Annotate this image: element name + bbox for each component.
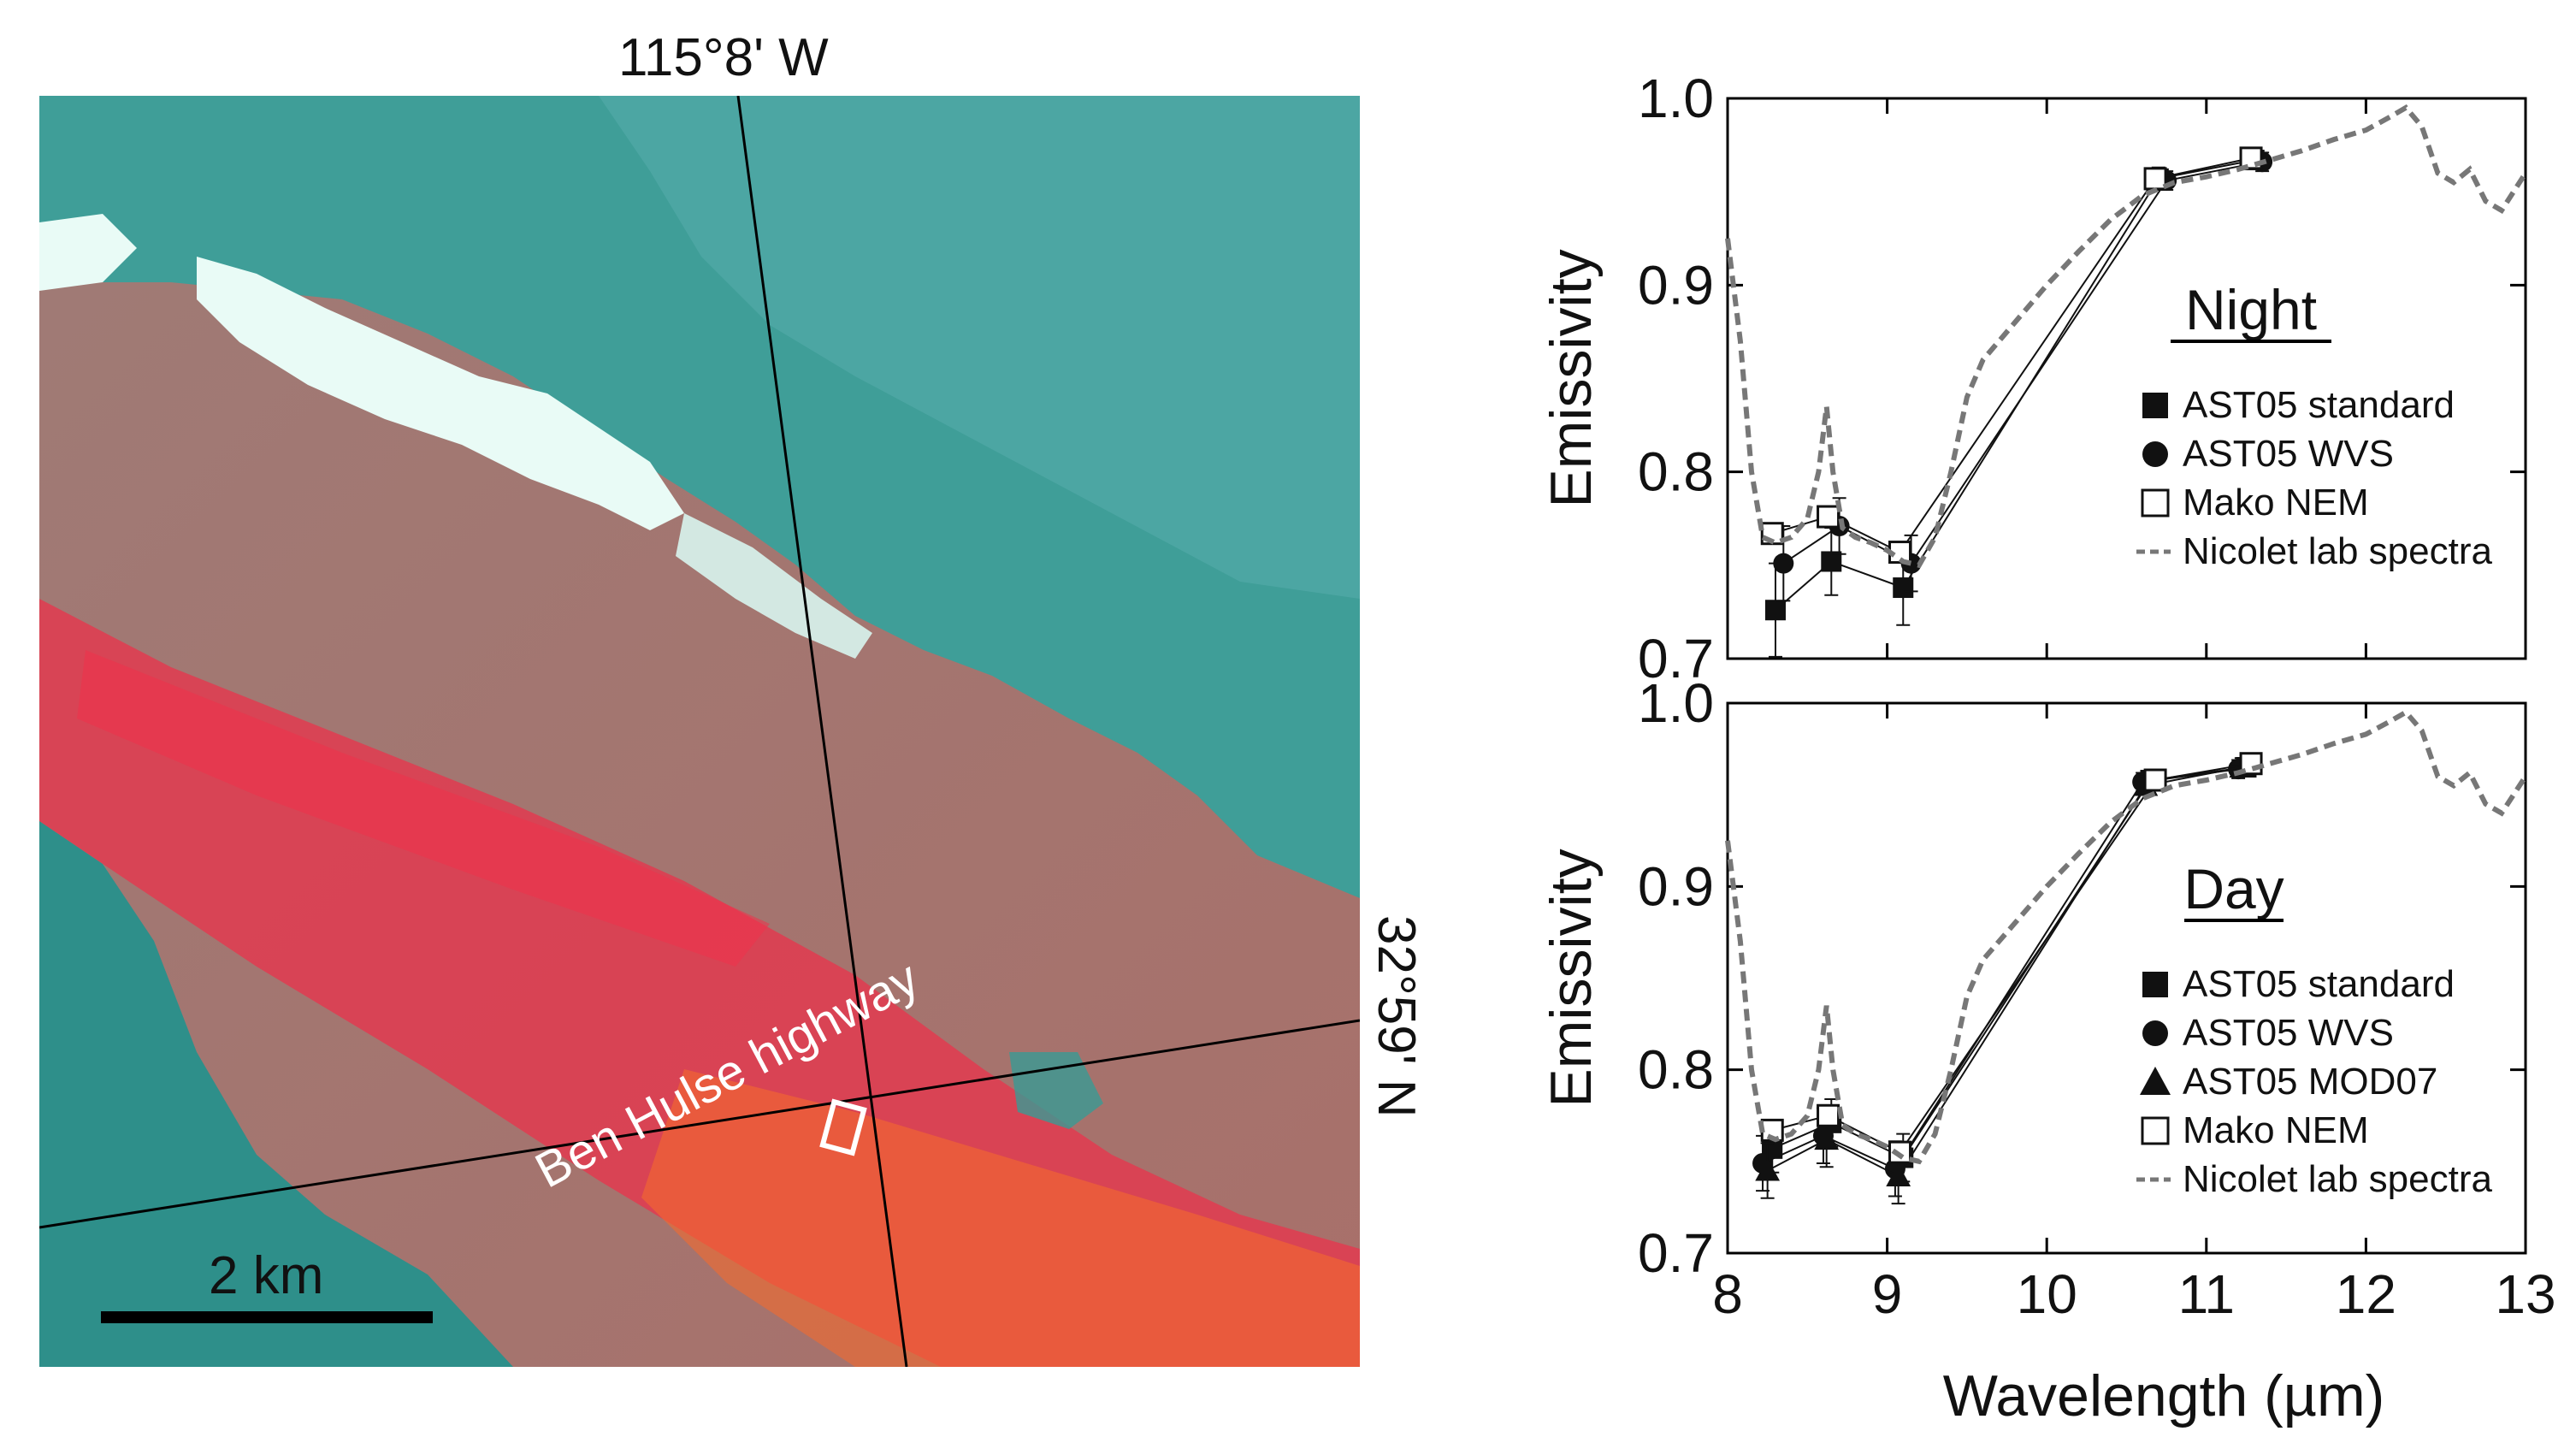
data-point-open-square — [2239, 752, 2263, 776]
x-tick-label: 12 — [2336, 1263, 2396, 1325]
data-point-square — [1764, 600, 1786, 621]
data-point-triangle — [1886, 1163, 1911, 1186]
series-line — [1771, 157, 2252, 553]
data-point-open-square — [1817, 505, 1840, 529]
y-axis-title: Emissivity — [1539, 849, 1604, 1107]
y-tick-label: 0.9 — [1638, 254, 1714, 316]
legend-label: Mako NEM — [2183, 1109, 2369, 1151]
chart-night: 0.7 0.8 0.9 1.0 Emissivity Night AST05 standar… — [1539, 68, 2528, 689]
x-tick-label: 13 — [2495, 1263, 2555, 1325]
nicolet-spectrum-line — [1725, 104, 2528, 569]
data-point-square — [1893, 577, 1914, 599]
x-tick-label: 10 — [2017, 1263, 2077, 1325]
longitude-line — [736, 96, 908, 1367]
latitude-label: 32°59' N — [1367, 915, 1426, 1118]
legend-marker-circle — [2142, 1020, 2168, 1046]
y-tick-label: 0.7 — [1638, 628, 1714, 689]
y-tick-label: 0.9 — [1638, 855, 1714, 917]
legend-marker-open-square — [2141, 1116, 2170, 1145]
legend-label: AST05 standard — [2183, 384, 2455, 426]
map-teal-edge — [39, 821, 513, 1367]
x-axis-title: Wavelength (µm) — [1943, 1363, 2385, 1428]
series-line — [1771, 762, 2252, 1154]
data-point-circle — [1773, 553, 1794, 574]
data-point-open-square — [2143, 768, 2167, 792]
legend-marker-square — [2142, 393, 2168, 418]
legend-marker-triangle — [2140, 1067, 2171, 1095]
panel-title: Day — [2183, 857, 2284, 920]
latitude-line — [39, 1019, 1360, 1229]
legend-marker-open-square — [2141, 488, 2170, 517]
study-site-marker — [819, 1098, 867, 1156]
data-point-open-square — [1817, 1103, 1840, 1127]
legend-marker-circle — [2142, 441, 2168, 467]
data-point-open-square — [2143, 167, 2167, 191]
satellite-map: Ben Hulse highway 2 km — [39, 96, 1360, 1367]
map-vegetation-light — [599, 96, 1360, 599]
x-tick-label: 11 — [2178, 1263, 2235, 1325]
panel-title: Night — [2185, 278, 2317, 341]
data-point-open-square — [1888, 541, 1912, 565]
map-red-streak — [77, 650, 770, 967]
legend-label: AST05 WVS — [2183, 1012, 2394, 1054]
data-point-open-square — [1888, 1140, 1912, 1164]
series-line — [1771, 766, 2247, 1159]
y-tick-label: 0.7 — [1638, 1222, 1714, 1284]
x-tick-label: 8 — [1712, 1263, 1743, 1325]
y-axis-title: Emissivity — [1539, 249, 1604, 507]
map-bright-ridge-2 — [676, 513, 872, 659]
y-tick-label: 1.0 — [1638, 672, 1714, 734]
map-bright-ridge — [39, 214, 684, 530]
legend-label: Nicolet lab spectra — [2183, 530, 2492, 572]
longitude-label: 115°8' W — [618, 28, 829, 87]
chart-day: 0.7 0.8 0.9 1.0 8 9 10 11 12 13 Emissivity Day AST05… — [1539, 672, 2556, 1325]
plot-frame — [1726, 97, 2527, 660]
data-point-triangle — [1814, 1127, 1840, 1150]
legend-label: AST05 WVS — [2183, 433, 2394, 475]
nicolet-spectrum-line — [1725, 708, 2528, 1165]
plot-frame — [1726, 701, 2527, 1255]
y-tick-label: 1.0 — [1638, 68, 1714, 129]
y-tick-label: 0.8 — [1638, 441, 1714, 503]
legend-label: AST05 standard — [2183, 963, 2455, 1005]
x-tick-label: 9 — [1872, 1263, 1903, 1325]
legend-label: AST05 MOD07 — [2183, 1061, 2437, 1103]
legend-label: Mako NEM — [2183, 482, 2369, 523]
scale-bar-label: 2 km — [209, 1246, 323, 1305]
data-point-triangle — [1755, 1158, 1781, 1181]
y-tick-label: 0.8 — [1638, 1039, 1714, 1101]
legend-marker-square — [2142, 972, 2168, 997]
legend-label: Nicolet lab spectra — [2183, 1158, 2492, 1200]
